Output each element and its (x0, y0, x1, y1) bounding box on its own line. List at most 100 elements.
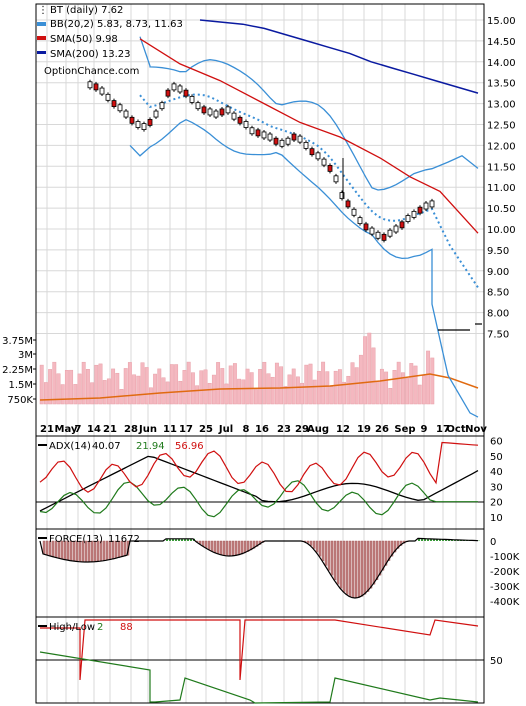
force-bar (222, 540, 226, 556)
force-bar (378, 540, 382, 576)
volume-bar (178, 380, 183, 405)
price-tick-label: 11.50 (487, 162, 516, 173)
watermark: OptionChance.com (44, 66, 139, 77)
volume-bar (245, 368, 250, 405)
low-value: 88 (120, 622, 133, 633)
candle-body (147, 119, 153, 126)
candle-body (123, 110, 129, 118)
volume-axis: 3.75M 3M 2.25M 1.5M 750K (2, 336, 36, 406)
force-bar (312, 540, 316, 549)
force-bar (357, 540, 361, 598)
candle-body (393, 225, 399, 233)
legend-swatch-sma200 (37, 51, 46, 54)
volume-bar (270, 376, 275, 405)
volume-bar (102, 380, 107, 405)
x-tick-label: 7 (75, 424, 82, 435)
volume-bar (413, 365, 418, 405)
x-tick-label: Jul (218, 424, 233, 435)
price-tick-label: 14.50 (487, 37, 516, 48)
candle-body (219, 108, 225, 116)
force-bar (318, 540, 322, 557)
sma50-line (139, 38, 479, 234)
candle-body (195, 102, 201, 110)
force-bar (225, 540, 229, 557)
price-tick-label: 9.50 (487, 246, 509, 257)
adx-value: 40.07 (92, 441, 121, 452)
volume-bar (279, 366, 284, 405)
x-tick-label: 17 (436, 424, 450, 435)
volume-bar (384, 371, 389, 405)
force-bar (169, 538, 171, 541)
volume-bar (111, 368, 116, 405)
volume-tick-label: 3.75M (2, 336, 33, 347)
x-tick-label: 28 (124, 424, 138, 435)
adx-tick-label: 10 (490, 513, 503, 524)
candle-body (267, 133, 273, 141)
volume-bar (241, 379, 246, 405)
force-bar (421, 538, 423, 541)
candle-body (369, 227, 375, 235)
volume-bar (316, 371, 321, 405)
volume-bar (195, 385, 200, 405)
candle-body (141, 123, 147, 130)
price-tick-label: 10.00 (487, 225, 516, 236)
force-bar (213, 540, 217, 553)
force-bar (336, 540, 340, 585)
force-line (39, 537, 479, 599)
force-bar (354, 540, 358, 599)
force-bar (190, 538, 192, 541)
adx-label: ADX(14) (49, 441, 91, 452)
x-tick-label: 14 (87, 424, 101, 435)
candle-body (387, 229, 393, 237)
force-legend: FORCE(13) 11672 (38, 534, 140, 545)
candle-body (243, 121, 249, 128)
volume-bar (358, 354, 363, 405)
legend-swatch-sma50 (37, 36, 46, 40)
force-bar (451, 539, 453, 541)
force-bar (330, 540, 334, 576)
volume-bar (430, 357, 435, 405)
volume-bar (321, 361, 326, 405)
volume-bar (426, 350, 431, 405)
price-tick-label: 15.00 (487, 16, 516, 27)
candle-body (273, 137, 279, 145)
x-tick-label: 26 (375, 424, 389, 435)
minus-di-value: 56.96 (175, 441, 204, 452)
volume-bar (157, 368, 162, 405)
x-tick-label: 19 (357, 424, 371, 435)
force-bar (207, 540, 211, 550)
force-bar (366, 540, 370, 592)
volume-bar (388, 388, 393, 405)
candle-body (309, 148, 315, 156)
x-tick-label: Aug (307, 424, 329, 435)
price-tick-label: 12.00 (487, 141, 516, 152)
candle-body (135, 121, 141, 128)
force-bar (387, 540, 391, 561)
force-bar (363, 540, 367, 595)
candle-body (117, 104, 123, 112)
volume-bar (363, 336, 368, 405)
candle-body (279, 139, 285, 147)
minus-di-line (39, 441, 479, 493)
price-tick-label: 12.50 (487, 121, 516, 132)
adx-legend: ADX(14) 40.07 21.94 56.96 (38, 441, 204, 452)
volume-tick-label: 3M (18, 350, 33, 361)
volume-tick-label: 1.5M (8, 380, 33, 391)
force-bar (219, 540, 223, 555)
candle-body (423, 202, 429, 210)
x-tick-label: 29 (295, 424, 309, 435)
force-bar (442, 539, 444, 541)
volume-bar (333, 370, 338, 405)
volume-bar (291, 368, 296, 405)
force-bar (360, 540, 364, 597)
price-tick-label: 13.50 (487, 79, 516, 90)
force-bar (369, 540, 373, 589)
volume-bar (161, 377, 166, 405)
force-axis: 0 -100K -200K -300K -400K (490, 537, 520, 608)
adx-tick-label: 30 (490, 482, 503, 493)
volume-bar (190, 372, 195, 405)
force-bar (184, 538, 186, 541)
x-tick-label: 21 (103, 424, 117, 435)
force-bar (390, 540, 394, 557)
volume-bar (123, 368, 128, 405)
